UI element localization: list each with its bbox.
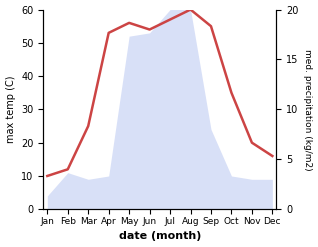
Y-axis label: max temp (C): max temp (C) bbox=[5, 76, 16, 143]
X-axis label: date (month): date (month) bbox=[119, 231, 201, 242]
Y-axis label: med. precipitation (kg/m2): med. precipitation (kg/m2) bbox=[303, 49, 313, 170]
